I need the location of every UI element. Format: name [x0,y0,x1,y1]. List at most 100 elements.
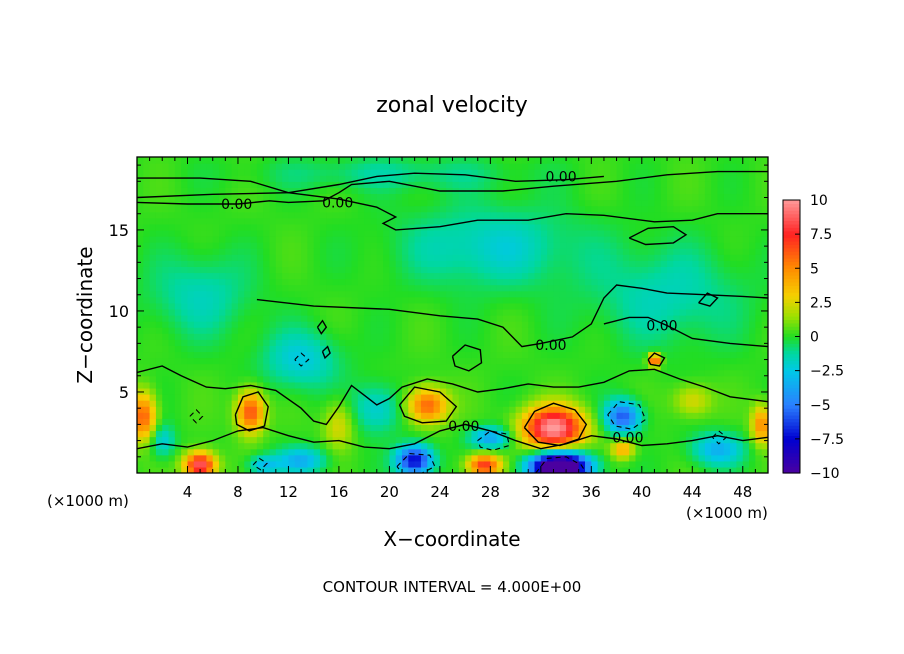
heatmap-cell [616,181,624,188]
heatmap-cell [484,363,491,371]
heatmap-cell [597,315,605,322]
heatmap-cell [282,387,290,395]
heatmap-cell [364,321,372,328]
heatmap-cell [319,454,327,462]
heatmap-cell [673,199,681,207]
heatmap-cell [717,369,725,377]
heatmap-cell [446,290,454,298]
heatmap-cell [610,236,618,243]
heatmap-cell [654,157,662,164]
heatmap-cell [137,272,144,280]
heatmap-cell [660,163,668,170]
heatmap-cell [143,327,151,334]
heatmap-cell [723,369,731,377]
heatmap-cell [704,424,712,432]
heatmap-cell [471,375,479,383]
heatmap-cell [155,351,163,359]
heatmap-cell [553,369,561,377]
heatmap-cell [736,187,744,195]
heatmap-cell [174,339,182,346]
heatmap-cell [465,406,473,413]
heatmap-cell [496,181,504,188]
heatmap-cell [395,351,403,359]
heatmap-cell [572,199,580,207]
heatmap-cell [711,302,719,310]
heatmap-cell [439,460,447,468]
heatmap-cell [528,248,536,255]
heatmap-cell [591,236,599,243]
heatmap-cell [414,466,422,473]
heatmap-cell [376,430,384,438]
heatmap-cell [181,163,189,170]
heatmap-cell [149,321,157,328]
heatmap-cell [244,436,252,444]
heatmap-cell [395,223,403,231]
heatmap-cell [282,211,290,219]
heatmap-cell [155,229,163,237]
heatmap-cell [723,242,731,249]
heatmap-cell [244,339,252,346]
heatmap-cell [168,387,176,395]
heatmap-cell [458,321,466,328]
heatmap-cell [338,242,346,249]
heatmap-cell [408,351,416,359]
heatmap-cell [376,412,384,419]
heatmap-cell [509,412,517,419]
heatmap-cell [301,217,308,225]
heatmap-cell [162,327,170,334]
heatmap-cell [402,321,409,328]
heatmap-cell [307,296,315,304]
heatmap-cell [269,400,277,407]
heatmap-cell [408,424,416,432]
heatmap-cell [383,430,390,438]
heatmap-cell [143,418,151,425]
heatmap-cell [219,381,226,389]
heatmap-cell [553,315,561,322]
heatmap-cell [622,308,630,316]
heatmap-cell [704,229,712,237]
heatmap-cell [704,436,712,444]
heatmap-cell [477,430,485,438]
heatmap-cell [704,375,712,383]
heatmap-cell [313,315,321,322]
heatmap-cell [307,369,315,377]
heatmap-cell [572,387,580,395]
heatmap-cell [484,400,491,407]
heatmap-cell [622,454,630,462]
heatmap-cell [256,369,264,377]
heatmap-cell [433,229,441,237]
heatmap-cell [269,175,277,182]
heatmap-cell [679,169,687,176]
heatmap-cell [155,418,163,425]
heatmap-cell [263,278,271,286]
heatmap-cell [433,351,441,359]
heatmap-cell [364,223,372,231]
heatmap-cell [301,321,308,328]
heatmap-cell [496,466,504,473]
heatmap-cell [622,242,630,249]
heatmap-cell [723,387,731,395]
heatmap-cell [723,272,731,280]
heatmap-cell [307,169,315,176]
heatmap-cell [484,254,491,261]
heatmap-cell [137,302,144,310]
heatmap-cell [427,199,435,207]
heatmap-cell [458,308,466,316]
heatmap-cell [269,430,277,438]
heatmap-cell [237,163,245,170]
heatmap-cell [288,436,296,444]
heatmap-cell [446,430,454,438]
heatmap-cell [370,351,378,359]
heatmap-cell [679,302,687,310]
heatmap-cell [174,254,182,261]
heatmap-cell [212,466,220,473]
heatmap-cell [420,175,428,182]
heatmap-cell [641,466,649,473]
heatmap-cell [717,327,725,334]
heatmap-cell [496,363,504,371]
heatmap-cell [225,351,233,359]
heatmap-cell [585,321,592,328]
heatmap-cell [439,223,447,231]
heatmap-cell [301,254,308,261]
heatmap-cell [162,466,170,473]
